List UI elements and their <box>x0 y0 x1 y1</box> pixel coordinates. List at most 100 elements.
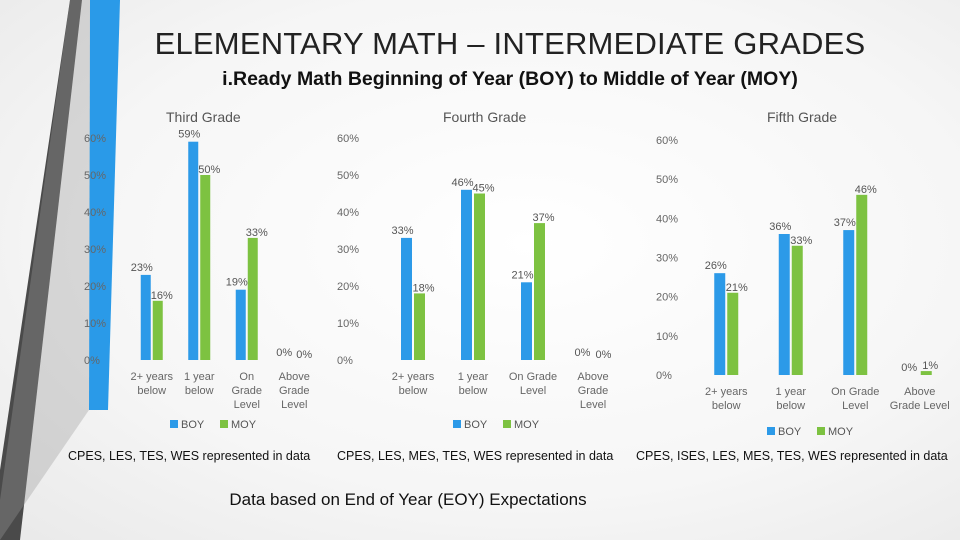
y-tick-label: 60% <box>84 133 106 145</box>
category-label-line: Level <box>520 385 546 397</box>
category-label: Above Grade Level <box>890 386 950 412</box>
category-label: 2+ years below <box>705 386 748 412</box>
y-tick-label: 0% <box>84 355 100 367</box>
legend-swatch-boy <box>170 420 178 428</box>
category-label-line: below <box>712 400 741 412</box>
third-grade-plot: 0% 10% 20% 30% 40% 50% 60% 23% 16% 2+ years below 5… <box>84 129 312 431</box>
data-label: 36% <box>769 221 791 233</box>
blue-stripe <box>89 0 120 410</box>
y-tick-label: 10% <box>337 318 359 330</box>
y-tick-label: 20% <box>337 281 359 293</box>
bar-moy <box>727 292 739 375</box>
y-tick-label: 40% <box>656 213 678 225</box>
category-label-line: Grade Level <box>890 400 950 412</box>
data-label: 46% <box>451 177 473 189</box>
category-label: Above Grade Level <box>279 371 310 411</box>
bar-boy <box>778 234 790 375</box>
data-label: 19% <box>226 277 248 289</box>
y-tick-label: 0% <box>656 370 672 382</box>
data-label: 0% <box>575 347 591 359</box>
category-label: 2+ years below <box>392 371 435 397</box>
category-label-line: 2+ years <box>392 371 435 383</box>
third-grade-chart: Third Grade 0% 10% 20% 30% 40% 50% 60% 23% 16% 2+… <box>60 105 330 475</box>
bar-moy <box>474 193 485 360</box>
bar-moy <box>152 300 163 360</box>
y-tick-label: 60% <box>656 135 678 147</box>
category-label: 1 year below <box>458 371 489 397</box>
category-label-line: On <box>239 371 254 383</box>
category-label-line: below <box>137 385 166 397</box>
legend-label-boy: BOY <box>464 419 488 431</box>
category-label-line: Level <box>234 399 260 411</box>
category-label: 2+ years below <box>131 371 174 397</box>
data-label: 33% <box>391 225 413 237</box>
chart-title: Third Grade <box>166 109 241 125</box>
data-label: 1% <box>922 360 938 372</box>
chart-title: Fourth Grade <box>443 109 527 125</box>
y-tick-label: 40% <box>84 207 106 219</box>
data-label: 26% <box>705 260 727 272</box>
category-label-line: 1 year <box>458 371 489 383</box>
y-tick-label: 40% <box>337 207 359 219</box>
y-tick-label: 10% <box>656 331 678 343</box>
category-label-line: below <box>185 385 214 397</box>
bar-boy <box>235 289 246 360</box>
legend-swatch-boy <box>453 420 461 428</box>
category-label-line: Above <box>904 386 935 398</box>
fifth-grade-plot: 0% 10% 20% 30% 40% 50% 60% 26% 21% 2+ years below 3… <box>656 135 950 438</box>
legend-label-moy: MOY <box>514 419 540 431</box>
category-label-line: Grade <box>578 385 609 397</box>
bar-moy <box>247 237 258 360</box>
category-label-line: Above <box>577 371 608 383</box>
category-label-line: Level <box>580 399 606 411</box>
category-label-line: Grade <box>231 385 262 397</box>
category-label-line: below <box>399 385 428 397</box>
category-label-line: Above <box>279 371 310 383</box>
bar-boy <box>843 230 855 375</box>
category-label-line: 2+ years <box>705 386 748 398</box>
legend-label-boy: BOY <box>181 419 205 431</box>
category-label-line: On Grade <box>831 386 879 398</box>
data-label: 18% <box>412 282 434 294</box>
category-label: On Grade Level <box>831 386 879 412</box>
y-tick-label: 10% <box>84 318 106 330</box>
category-label-line: 2+ years <box>131 371 174 383</box>
bar-boy <box>401 237 412 360</box>
data-label: 16% <box>151 290 173 302</box>
data-label: 33% <box>246 227 268 239</box>
legend-swatch-moy <box>503 420 511 428</box>
bar-moy <box>856 194 868 375</box>
category-label: 1 year below <box>184 371 215 397</box>
fourth-grade-plot: 0% 10% 20% 30% 40% 50% 60% 33% 18% 2+ years below 4… <box>337 133 612 431</box>
light-stripe <box>0 0 90 540</box>
dark-stripe <box>0 0 82 540</box>
data-label: 50% <box>198 164 220 176</box>
bar-boy <box>521 282 532 360</box>
data-label: 0% <box>296 349 312 361</box>
fourth-grade-chart: Fourth Grade 0% 10% 20% 30% 40% 50% 60% 33% 18% 2… <box>335 105 625 475</box>
data-label: 59% <box>178 129 200 141</box>
bar-boy <box>714 273 726 375</box>
category-label: Above Grade Level <box>577 371 608 411</box>
bar-boy <box>188 141 199 360</box>
y-tick-label: 50% <box>656 174 678 186</box>
y-tick-label: 30% <box>337 244 359 256</box>
bar-boy <box>461 189 472 360</box>
category-label-line: Level <box>281 399 307 411</box>
data-label: 33% <box>790 235 812 247</box>
legend-swatch-moy <box>220 420 228 428</box>
data-label: 0% <box>276 347 292 359</box>
y-tick-label: 60% <box>337 133 359 145</box>
legend-swatch-moy <box>817 427 825 435</box>
chart-note: CPES, LES, MES, TES, WES represented in … <box>337 449 614 463</box>
chart-title: Fifth Grade <box>767 109 838 125</box>
slide-subtitle: i.Ready Math Beginning of Year (BOY) to … <box>222 68 798 90</box>
legend-label-moy: MOY <box>828 426 854 438</box>
decorative-side-stripes <box>0 0 120 540</box>
bar-moy <box>200 175 211 360</box>
bar-boy <box>140 274 151 360</box>
data-label: 0% <box>901 362 917 374</box>
data-label: 37% <box>532 212 554 224</box>
category-label: On Grade Level <box>509 371 557 397</box>
legend-label-moy: MOY <box>231 419 257 431</box>
